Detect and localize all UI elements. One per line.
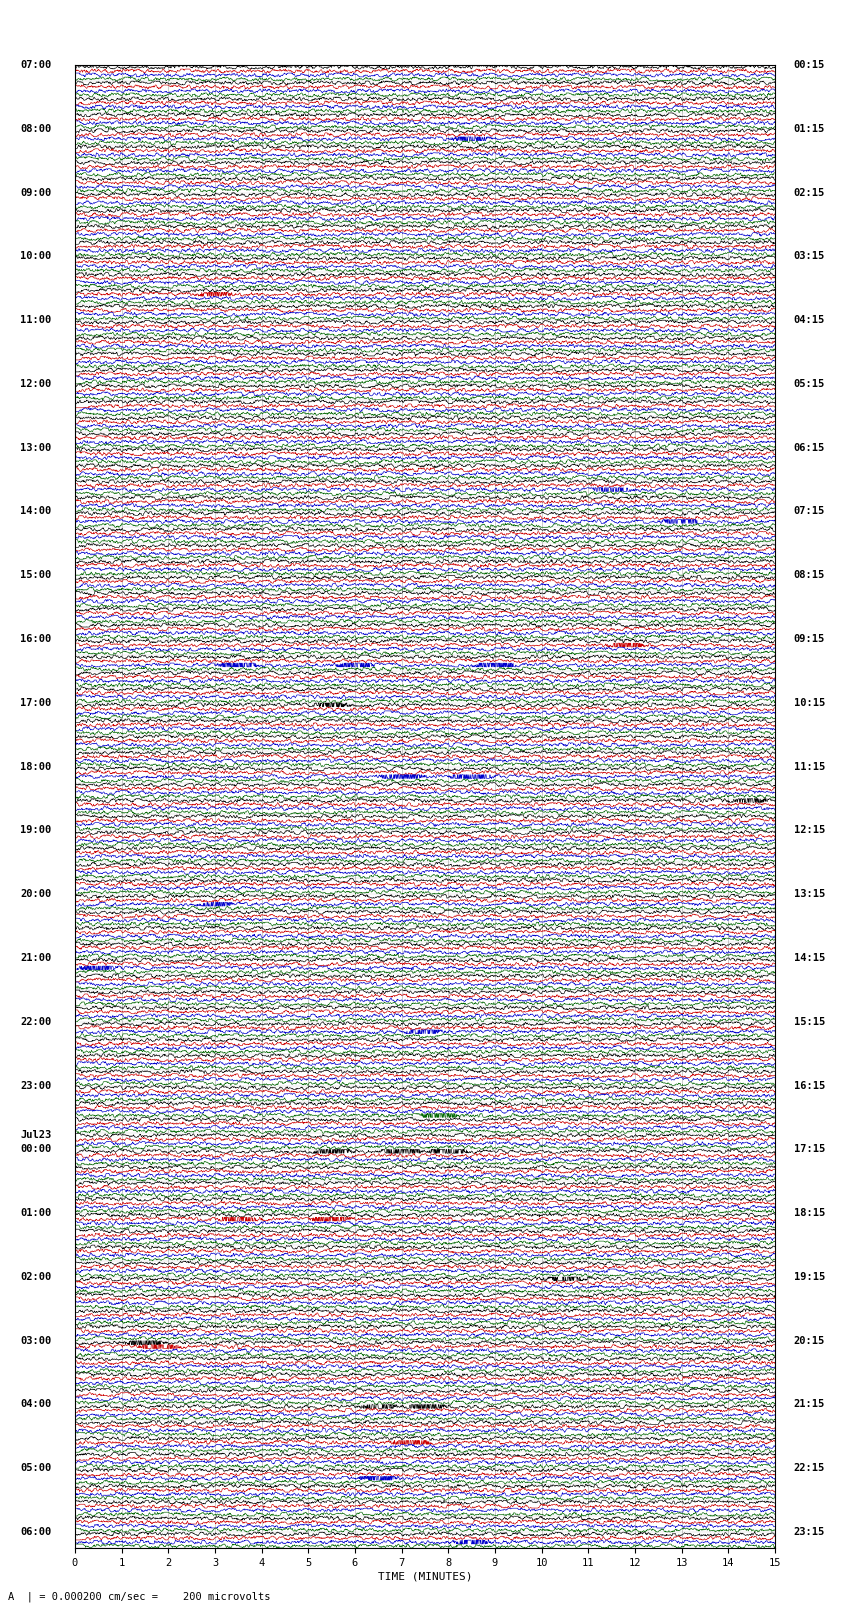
Text: 00:00: 00:00	[20, 1144, 52, 1155]
Text: 07:00: 07:00	[20, 60, 52, 69]
Text: 01:00: 01:00	[20, 1208, 52, 1218]
Text: 22:15: 22:15	[794, 1463, 824, 1473]
Text: 11:15: 11:15	[794, 761, 824, 771]
Text: 03:00: 03:00	[20, 1336, 52, 1345]
Text: 08:15: 08:15	[794, 571, 824, 581]
Text: 14:15: 14:15	[794, 953, 824, 963]
X-axis label: TIME (MINUTES): TIME (MINUTES)	[377, 1573, 473, 1582]
Text: 08:00: 08:00	[20, 124, 52, 134]
Text: 19:00: 19:00	[20, 826, 52, 836]
Text: 09:15: 09:15	[794, 634, 824, 644]
Text: 16:00: 16:00	[20, 634, 52, 644]
Text: 06:00: 06:00	[20, 1528, 52, 1537]
Text: 18:15: 18:15	[794, 1208, 824, 1218]
Text: 23:00: 23:00	[20, 1081, 52, 1090]
Text: 12:15: 12:15	[794, 826, 824, 836]
Text: 18:00: 18:00	[20, 761, 52, 771]
Text: 20:00: 20:00	[20, 889, 52, 898]
Text: 00:15: 00:15	[794, 60, 824, 69]
Text: 10:00: 10:00	[20, 252, 52, 261]
Text: 04:00: 04:00	[20, 1400, 52, 1410]
Text: 05:15: 05:15	[794, 379, 824, 389]
Text: 17:15: 17:15	[794, 1144, 824, 1155]
Text: 13:15: 13:15	[794, 889, 824, 898]
Text: 02:15: 02:15	[794, 187, 824, 197]
Text: 13:00: 13:00	[20, 442, 52, 453]
Text: 12:00: 12:00	[20, 379, 52, 389]
Text: 09:00: 09:00	[20, 187, 52, 197]
Text: 21:15: 21:15	[794, 1400, 824, 1410]
Text: Jul23: Jul23	[20, 1129, 52, 1140]
Text: 11:00: 11:00	[20, 315, 52, 326]
Text: 15:15: 15:15	[794, 1016, 824, 1027]
Text: 10:15: 10:15	[794, 698, 824, 708]
Text: 05:00: 05:00	[20, 1463, 52, 1473]
Text: A  | = 0.000200 cm/sec =    200 microvolts: A | = 0.000200 cm/sec = 200 microvolts	[8, 1592, 271, 1602]
Text: 21:00: 21:00	[20, 953, 52, 963]
Text: 23:15: 23:15	[794, 1528, 824, 1537]
Text: 04:15: 04:15	[794, 315, 824, 326]
Text: 07:15: 07:15	[794, 506, 824, 516]
Text: 15:00: 15:00	[20, 571, 52, 581]
Text: 19:15: 19:15	[794, 1273, 824, 1282]
Text: 03:15: 03:15	[794, 252, 824, 261]
Text: 20:15: 20:15	[794, 1336, 824, 1345]
Text: 06:15: 06:15	[794, 442, 824, 453]
Text: 14:00: 14:00	[20, 506, 52, 516]
Text: 22:00: 22:00	[20, 1016, 52, 1027]
Text: 16:15: 16:15	[794, 1081, 824, 1090]
Text: 17:00: 17:00	[20, 698, 52, 708]
Text: 02:00: 02:00	[20, 1273, 52, 1282]
Text: 01:15: 01:15	[794, 124, 824, 134]
